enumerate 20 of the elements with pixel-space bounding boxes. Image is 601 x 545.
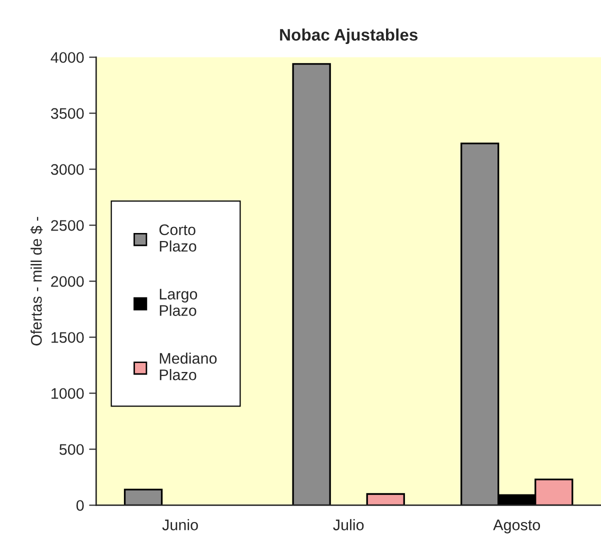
y-tick-label: 4000 <box>50 52 84 63</box>
x-tick-label: Agosto <box>493 520 540 534</box>
y-axis-title: Ofertas - mill de $ - <box>30 216 43 346</box>
x-tick-label: Julio <box>333 519 364 530</box>
y-tick-label: 2500 <box>51 220 84 231</box>
chart-title: Nobac Ajustables <box>280 28 418 44</box>
y-tick-label: 2000 <box>51 276 84 287</box>
y-tick-label: 1000 <box>52 388 84 399</box>
x-tick-label: Junio <box>162 519 198 530</box>
legend-label: Corto Plazo <box>159 224 196 252</box>
bar <box>292 63 331 506</box>
y-tick-label: 1500 <box>52 332 84 343</box>
bar <box>124 488 163 506</box>
legend-label: Largo Plazo <box>160 288 198 316</box>
y-tick-label: 0 <box>76 500 84 511</box>
bar <box>366 493 405 506</box>
y-tick-label: 500 <box>59 444 84 455</box>
y-tick-label: 3500 <box>50 108 84 119</box>
legend-label: Mediano Plazo <box>160 352 217 380</box>
y-tick-label: 3000 <box>50 164 84 175</box>
